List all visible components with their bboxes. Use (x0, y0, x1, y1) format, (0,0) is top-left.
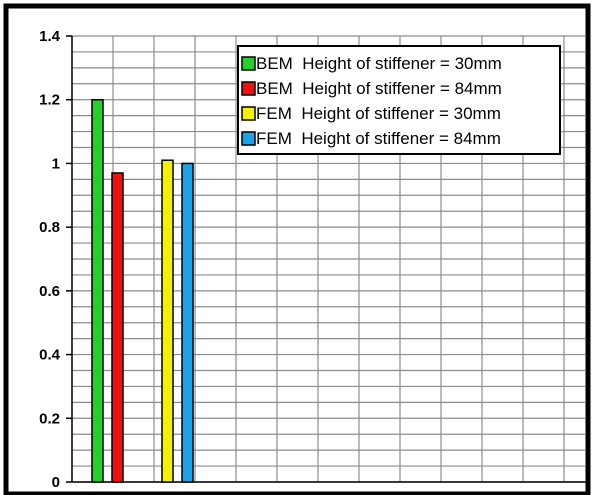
y-tick-label: 0.8 (39, 219, 60, 236)
legend-label: FEM Height of stiffener = 84mm (256, 129, 501, 148)
bar-series-1 (91, 98, 104, 483)
y-tick-label: 0 (52, 474, 60, 491)
legend-label: FEM Height of stiffener = 30mm (256, 104, 501, 123)
bar-series-2 (111, 172, 124, 483)
bars (91, 98, 194, 483)
legend-swatch (241, 131, 256, 146)
y-tick-labels: 1.4 1.2 1 0.8 0.6 0.4 0.2 0 (39, 28, 72, 491)
legend-label: BEM Height of stiffener = 30mm (256, 54, 502, 73)
chart-border (3, 3, 591, 495)
bar-series-3 (161, 159, 174, 483)
legend-box (237, 45, 561, 155)
y-tick-label: 1.2 (39, 92, 60, 109)
bar-series-4 (181, 162, 194, 483)
y-tick-label: 0.4 (39, 347, 61, 364)
y-axis (71, 36, 586, 483)
legend-label: BEM Height of stiffener = 84mm (256, 79, 502, 98)
legend: BEM Height of stiffener = 30mm BEM Height… (237, 45, 561, 155)
legend-swatch (241, 81, 256, 96)
legend-swatch (241, 56, 256, 71)
y-tick-label: 1 (52, 155, 60, 172)
y-tick-label: 0.6 (39, 283, 60, 300)
y-tick-label: 1.4 (39, 28, 61, 45)
y-tick-label: 0.2 (39, 410, 60, 427)
legend-swatch (241, 106, 256, 121)
